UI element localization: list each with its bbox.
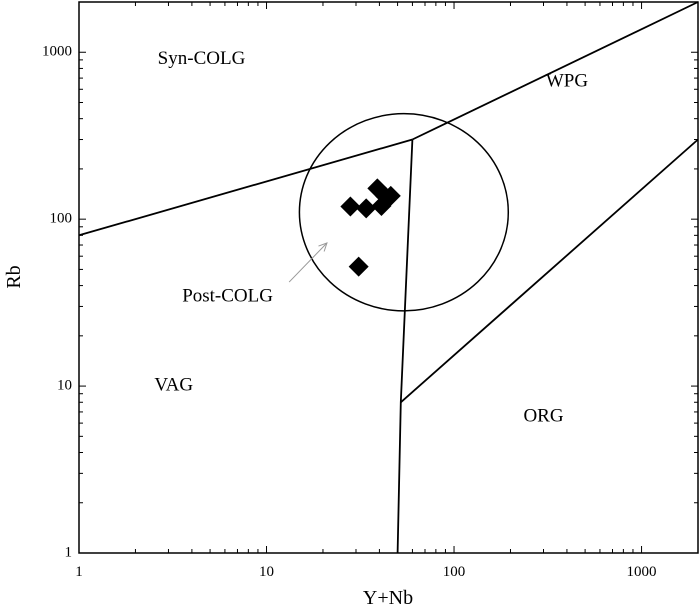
plot-frame: [78, 1, 699, 554]
y-tick-label: 1: [65, 544, 73, 560]
data-points: [340, 178, 401, 277]
field-labels: Syn-COLG WPG Post-COLG VAG ORG: [154, 48, 588, 426]
field-label-post-colg: Post-COLG: [182, 286, 273, 307]
data-point: [340, 196, 361, 217]
x-axis-ticks: 1 10 100 1000: [75, 2, 657, 580]
field-label-vag: VAG: [154, 374, 193, 395]
boundary-line-1: [78, 138, 413, 237]
x-tick-label: 1: [75, 564, 83, 580]
x-tick-label: 1000: [627, 564, 657, 580]
field-boundaries: [78, 1, 699, 554]
post-colg-arrow: [288, 242, 328, 283]
field-label-org: ORG: [523, 406, 563, 427]
boundary-line-4: [400, 138, 699, 403]
y-tick-label: 1000: [42, 44, 72, 60]
x-tick-label: 100: [443, 564, 466, 580]
x-axis-label: Y+Nb: [363, 587, 413, 609]
field-label-syn-colg: Syn-COLG: [158, 48, 246, 69]
y-axis-ticks: 1 10 100 1000: [42, 44, 698, 560]
boundary-line-2: [412, 1, 699, 141]
y-tick-label: 100: [50, 211, 73, 227]
post-colg-arrowhead: [318, 242, 328, 252]
data-point: [348, 256, 369, 277]
field-label-wpg: WPG: [546, 71, 589, 92]
y-axis-label: Rb: [3, 265, 25, 288]
x-tick-label: 10: [259, 564, 274, 580]
post-colg-field-ellipse: [298, 112, 510, 312]
data-point: [356, 198, 377, 219]
y-tick-label: 10: [57, 378, 72, 394]
data-point: [380, 185, 401, 206]
boundary-line-3: [396, 139, 414, 554]
